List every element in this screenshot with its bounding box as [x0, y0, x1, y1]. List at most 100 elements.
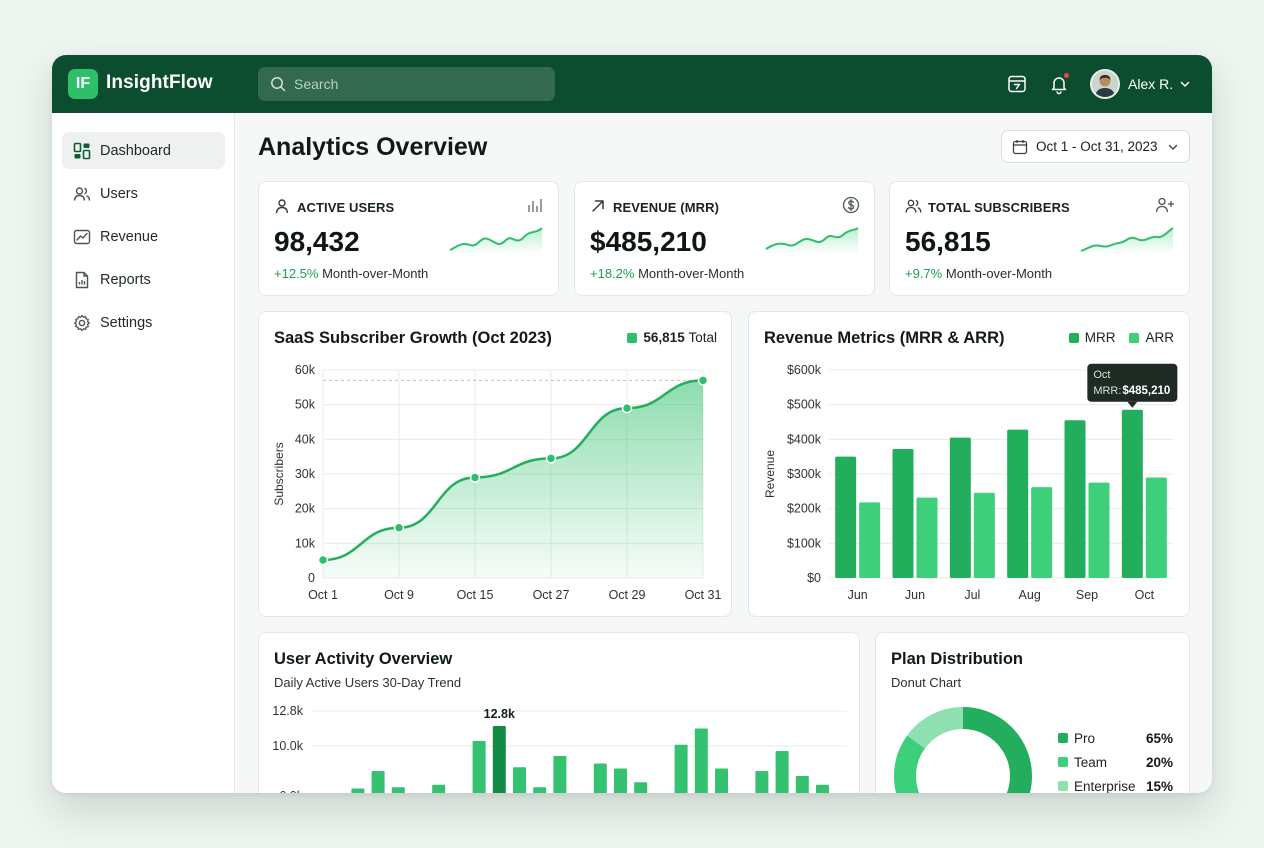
y-axis-label: Revenue [763, 450, 777, 498]
plan-distribution-donut[interactable]: Pro 65% Team 20% Enterprise 15% [876, 633, 1191, 793]
add-user-icon [1155, 197, 1174, 213]
activity-bar [472, 741, 486, 793]
stat-label: ACTIVE USERS [297, 200, 395, 215]
dollar-icon [842, 196, 860, 214]
y-tick-label: 10.0k [272, 739, 303, 753]
chart-legend: 56,815 Total [627, 330, 717, 345]
stat-period: Month-over-Month [322, 266, 429, 281]
sidebar-item-revenue[interactable]: Revenue [62, 218, 225, 255]
peak-label: 12.8k [484, 707, 515, 721]
users-icon [73, 186, 91, 201]
stat-period: Month-over-Month [638, 266, 745, 281]
app-name: InsightFlow [106, 72, 213, 93]
search-icon [271, 77, 286, 92]
sidebar-item-settings[interactable]: Settings [62, 304, 225, 341]
legend-value: 65% [1146, 731, 1173, 746]
chevron-down-icon[interactable] [1179, 77, 1191, 95]
date-range-picker[interactable]: Oct 1 - Oct 31, 2023 [1001, 130, 1190, 163]
legend-total-label: Total [688, 330, 717, 345]
arrow-up-right-icon [592, 200, 604, 212]
user-activity-chart[interactable]: 6.0k 10.0k 12.8k 12.8k [259, 633, 861, 793]
activity-bar [533, 787, 547, 793]
stat-card-subscribers[interactable]: TOTAL SUBSCRIBERS 56,815 +9.7% Month-ove… [889, 181, 1190, 296]
x-tick-label: Jun [905, 588, 925, 602]
stat-card-revenue[interactable]: REVENUE (MRR) $485,210 +18.2% Month-over… [574, 181, 875, 296]
dashboard-icon [73, 142, 91, 159]
activity-bar [755, 771, 769, 793]
legend-label-arr: ARR [1145, 330, 1174, 345]
bell-icon[interactable] [1048, 72, 1070, 95]
stat-delta-line: +9.7% Month-over-Month [905, 266, 1052, 281]
x-tick-label: Jun [848, 588, 868, 602]
user-activity-card: User Activity Overview Daily Active User… [258, 632, 860, 793]
sidebar: Dashboard Users Revenue Reports Settings [52, 113, 235, 793]
x-tick-label: Oct 1 [308, 588, 338, 602]
tooltip-pointer [1127, 401, 1138, 408]
x-tick-label: Oct 31 [685, 588, 722, 602]
stat-value: 98,432 [274, 226, 360, 257]
stat-label: REVENUE (MRR) [613, 200, 720, 215]
revenue-icon [73, 229, 91, 244]
donut-slice-enterprise [907, 707, 964, 749]
sparkline [1080, 227, 1174, 254]
tooltip-label: MRR: [1093, 385, 1121, 397]
bar-mrr [1007, 429, 1029, 578]
plan-distribution-card: Plan Distribution Donut Chart Pro 65% Team… [875, 632, 1190, 793]
stat-card-active-users[interactable]: ACTIVE USERS 98,432 +12.5% Month-over-Mo… [258, 181, 559, 296]
activity-bar [614, 768, 627, 793]
y-tick-label: $300k [787, 467, 822, 481]
activity-bar [553, 756, 567, 793]
x-tick-label: Oct 15 [457, 588, 494, 602]
chart-title: Plan Distribution [891, 650, 1023, 668]
tooltip-value: $485,210 [1122, 385, 1170, 397]
y-tick-label: 40k [295, 432, 316, 446]
data-point [621, 402, 633, 414]
area-fill [323, 380, 703, 578]
stat-delta: +12.5% [274, 266, 319, 281]
sidebar-item-reports[interactable]: Reports [62, 261, 225, 298]
stat-value: 56,815 [905, 226, 991, 257]
y-tick-label: 10k [295, 536, 316, 550]
user-icon [275, 199, 289, 214]
tooltip-box [1087, 363, 1178, 402]
activity-bar [775, 751, 789, 793]
stat-label: TOTAL SUBSCRIBERS [928, 200, 1070, 215]
sidebar-item-label: Reports [100, 271, 151, 288]
bar-arr [973, 492, 995, 578]
legend-label: Enterprise [1074, 779, 1136, 793]
calendar-icon[interactable] [1006, 73, 1028, 95]
y-tick-label: $100k [787, 536, 822, 550]
y-tick-label: $500k [787, 398, 822, 412]
search-input[interactable] [294, 76, 534, 92]
y-tick-label: 50k [295, 398, 316, 412]
user-name[interactable]: Alex R. [1128, 76, 1174, 92]
chevron-down-icon [1168, 144, 1177, 150]
legend-label-mrr: MRR [1084, 330, 1116, 345]
gear-icon [74, 314, 90, 331]
legend-value: 15% [1146, 779, 1173, 793]
activity-bar [513, 767, 526, 793]
subscriber-growth-chart[interactable]: 0 10k 20k 30k 40k 50k 60k Oct 1 Oct 9 Oct 15 Oct 2… [259, 312, 733, 618]
data-point [697, 375, 709, 386]
sidebar-item-users[interactable]: Users [62, 175, 225, 212]
stat-period: Month-over-Month [945, 266, 1053, 281]
data-point [469, 472, 481, 483]
activity-bar [674, 744, 688, 793]
legend-swatch [627, 332, 638, 343]
chart-title: User Activity Overview [274, 650, 453, 668]
bar-arr [859, 502, 881, 578]
sparkline [765, 227, 859, 254]
x-tick-label: Oct [1135, 588, 1155, 602]
top-bar: IF InsightFlow Alex R. [52, 55, 1212, 113]
sidebar-item-dashboard[interactable]: Dashboard [62, 132, 225, 169]
legend-label: Pro [1074, 731, 1095, 746]
bar-arr [1031, 487, 1053, 578]
stat-delta: +9.7% [905, 266, 943, 281]
app-logo[interactable]: IF [68, 69, 98, 99]
revenue-metrics-chart[interactable]: $0 $100k $200k $300k $400k $500k $600k Revenue J… [749, 312, 1191, 618]
y-tick-label: $200k [787, 502, 822, 516]
avatar[interactable] [1090, 69, 1120, 99]
x-tick-label: Sep [1076, 588, 1098, 602]
search-box[interactable] [258, 67, 555, 101]
activity-bar [634, 782, 648, 793]
